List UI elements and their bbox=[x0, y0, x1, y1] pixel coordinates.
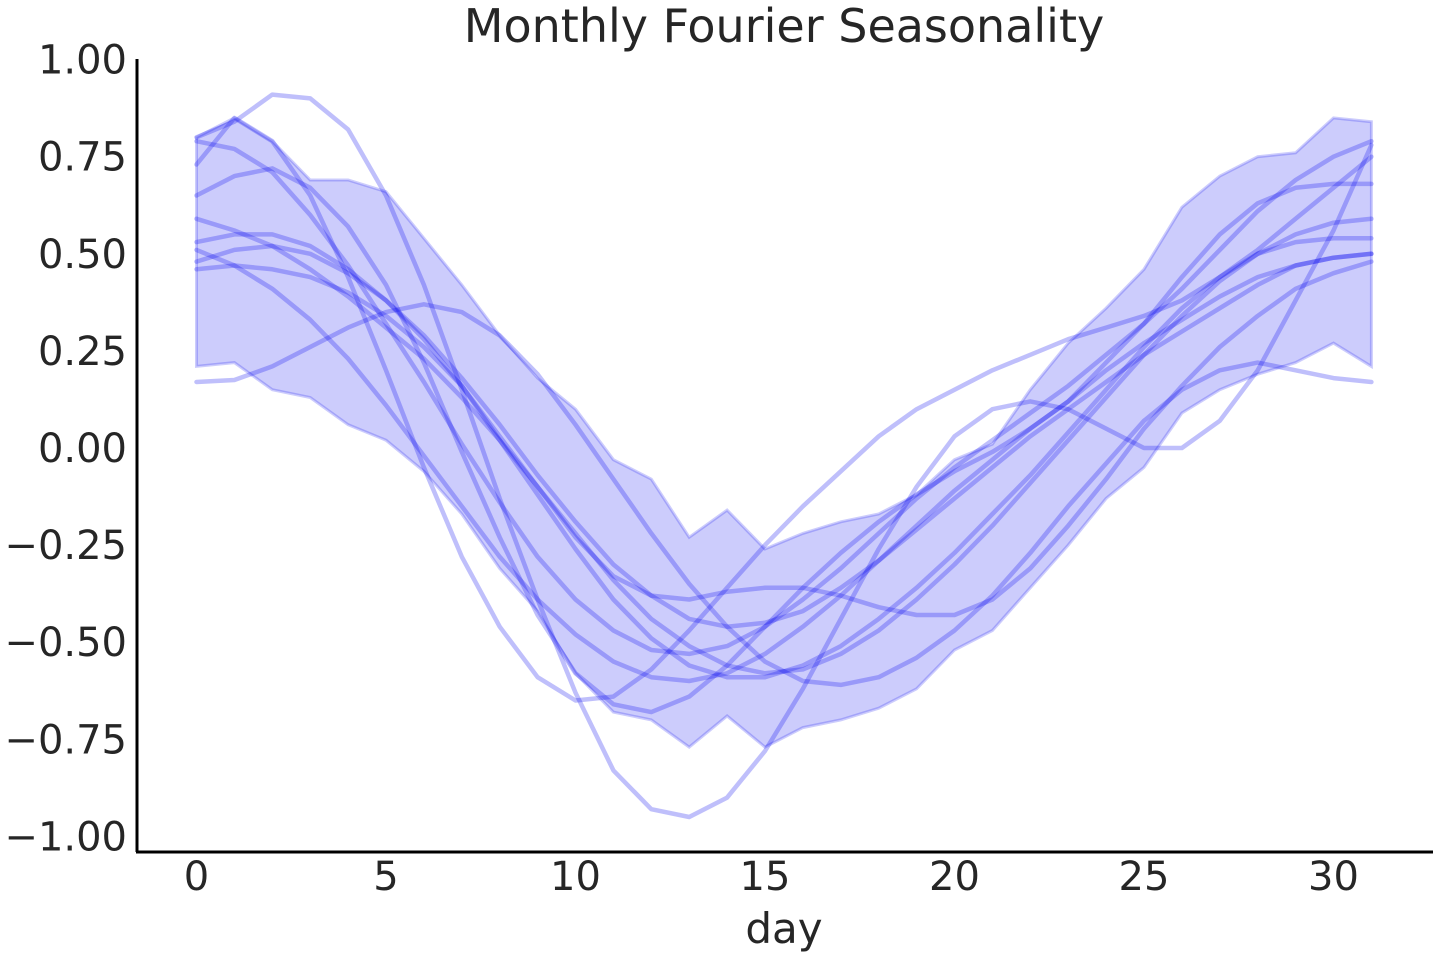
y-tick-label: −0.25 bbox=[4, 523, 127, 569]
y-tick-label: −1.00 bbox=[4, 814, 127, 860]
x-tick-label: 5 bbox=[373, 854, 398, 900]
series-line-5 bbox=[194, 166, 1374, 715]
series-line-10 bbox=[194, 259, 1374, 618]
x-tick-label: 15 bbox=[740, 854, 791, 900]
series-line-8 bbox=[194, 247, 1374, 684]
uncertainty-band bbox=[195, 116, 1373, 749]
y-tick-label: 0.75 bbox=[38, 135, 127, 181]
y-tick-label: 0.00 bbox=[38, 426, 127, 472]
series-line-6 bbox=[194, 216, 1374, 676]
x-tick-label: 20 bbox=[929, 854, 980, 900]
x-axis-ticks: 0 5 10 15 20 25 30 bbox=[184, 854, 1359, 900]
plot-area bbox=[194, 92, 1374, 820]
series-line-3 bbox=[194, 115, 1374, 703]
series-line-2 bbox=[194, 92, 1374, 820]
y-axis-ticks: 1.00 0.75 0.50 0.25 0.00 −0.25 −0.50 −0.75 −1.00 bbox=[4, 38, 127, 861]
chart-title: Monthly Fourier Seasonality bbox=[464, 0, 1104, 53]
series-line-1 bbox=[194, 302, 1374, 688]
x-axis-label: day bbox=[745, 904, 822, 953]
series-line-7 bbox=[194, 232, 1374, 680]
x-tick-label: 0 bbox=[184, 854, 209, 900]
y-tick-label: −0.50 bbox=[4, 620, 127, 666]
y-tick-label: 0.50 bbox=[38, 232, 127, 278]
series-line-4 bbox=[194, 138, 1374, 657]
x-tick-label: 25 bbox=[1119, 854, 1170, 900]
series-line-9 bbox=[194, 243, 1374, 629]
y-tick-label: −0.75 bbox=[4, 717, 127, 763]
y-tick-label: 0.25 bbox=[38, 329, 127, 375]
x-tick-label: 30 bbox=[1308, 854, 1359, 900]
x-tick-label: 10 bbox=[550, 854, 601, 900]
y-tick-label: 1.00 bbox=[38, 38, 127, 84]
